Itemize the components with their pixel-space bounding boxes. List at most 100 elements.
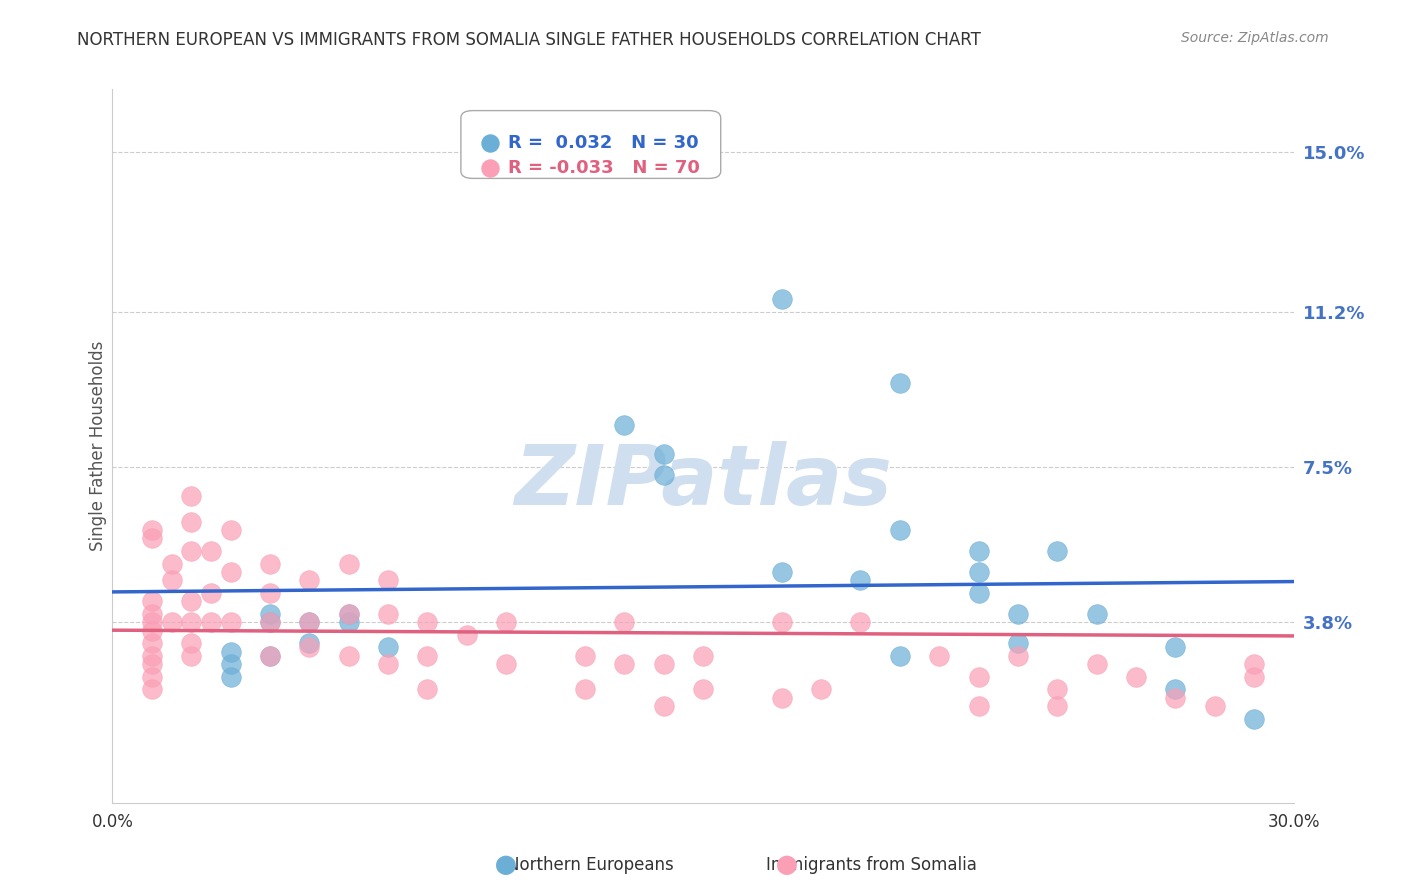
Point	[495, 615, 517, 630]
Point	[1243, 670, 1265, 684]
Point	[1007, 607, 1029, 621]
Point	[652, 699, 675, 714]
Point	[1204, 699, 1226, 714]
Y-axis label: Single Father Households: Single Father Households	[89, 341, 107, 551]
Point	[219, 523, 242, 537]
Point	[160, 574, 183, 588]
Text: Immigrants from Somalia: Immigrants from Somalia	[766, 856, 977, 874]
Point	[1164, 682, 1187, 697]
Point	[141, 607, 163, 621]
Text: ⬤: ⬤	[776, 855, 799, 875]
Point	[574, 648, 596, 663]
Text: R = -0.033   N = 70: R = -0.033 N = 70	[508, 159, 700, 177]
Text: Northern Europeans: Northern Europeans	[508, 856, 673, 874]
Point	[692, 682, 714, 697]
Text: Source: ZipAtlas.com: Source: ZipAtlas.com	[1181, 31, 1329, 45]
Point	[141, 657, 163, 672]
Point	[298, 640, 321, 655]
Point	[200, 586, 222, 600]
Point	[613, 615, 636, 630]
Point	[337, 607, 360, 621]
Point	[1046, 544, 1069, 558]
Point	[219, 645, 242, 659]
Point	[337, 557, 360, 571]
Point	[652, 447, 675, 461]
Point	[180, 489, 202, 503]
Point	[259, 557, 281, 571]
Point	[1007, 636, 1029, 650]
Point	[1085, 607, 1108, 621]
Point	[1164, 690, 1187, 705]
Point	[770, 565, 793, 579]
Point	[495, 657, 517, 672]
Point	[141, 594, 163, 608]
Point	[219, 670, 242, 684]
Text: ZIPatlas: ZIPatlas	[515, 442, 891, 522]
Point	[967, 565, 990, 579]
Point	[377, 657, 399, 672]
Point	[298, 636, 321, 650]
Point	[337, 648, 360, 663]
Point	[180, 636, 202, 650]
Point	[180, 594, 202, 608]
Point	[849, 615, 872, 630]
Point	[259, 648, 281, 663]
Text: NORTHERN EUROPEAN VS IMMIGRANTS FROM SOMALIA SINGLE FATHER HOUSEHOLDS CORRELATIO: NORTHERN EUROPEAN VS IMMIGRANTS FROM SOM…	[77, 31, 981, 49]
Point	[967, 699, 990, 714]
Point	[141, 615, 163, 630]
Point	[298, 615, 321, 630]
Point	[1243, 657, 1265, 672]
Text: R =  0.032   N = 30: R = 0.032 N = 30	[508, 134, 699, 152]
Point	[180, 544, 202, 558]
Point	[141, 636, 163, 650]
Point	[141, 682, 163, 697]
Point	[416, 615, 439, 630]
Point	[456, 628, 478, 642]
Point	[967, 544, 990, 558]
Point	[377, 607, 399, 621]
Point	[889, 648, 911, 663]
Point	[928, 648, 950, 663]
Point	[770, 690, 793, 705]
Point	[160, 615, 183, 630]
Point	[692, 648, 714, 663]
Point	[889, 523, 911, 537]
Point	[180, 615, 202, 630]
Point	[219, 657, 242, 672]
Point	[298, 574, 321, 588]
Point	[613, 417, 636, 432]
Point	[613, 657, 636, 672]
Point	[652, 657, 675, 672]
Point	[141, 523, 163, 537]
Point	[652, 468, 675, 483]
Point	[1046, 699, 1069, 714]
Point	[377, 640, 399, 655]
Point	[259, 648, 281, 663]
Point	[160, 557, 183, 571]
Point	[219, 615, 242, 630]
Point	[141, 532, 163, 546]
FancyBboxPatch shape	[461, 111, 721, 178]
Point	[200, 615, 222, 630]
Point	[141, 670, 163, 684]
Point	[377, 574, 399, 588]
Point	[337, 607, 360, 621]
Point	[259, 615, 281, 630]
Point	[337, 615, 360, 630]
Point	[1125, 670, 1147, 684]
Point	[1243, 712, 1265, 726]
Point	[889, 376, 911, 390]
Point	[200, 544, 222, 558]
Point	[141, 624, 163, 638]
Point	[259, 615, 281, 630]
Point	[259, 607, 281, 621]
Point	[416, 682, 439, 697]
Point	[770, 292, 793, 306]
Point	[180, 648, 202, 663]
Point	[574, 682, 596, 697]
Point	[849, 574, 872, 588]
Point	[219, 565, 242, 579]
Point	[967, 670, 990, 684]
Point	[1007, 648, 1029, 663]
Point	[259, 586, 281, 600]
